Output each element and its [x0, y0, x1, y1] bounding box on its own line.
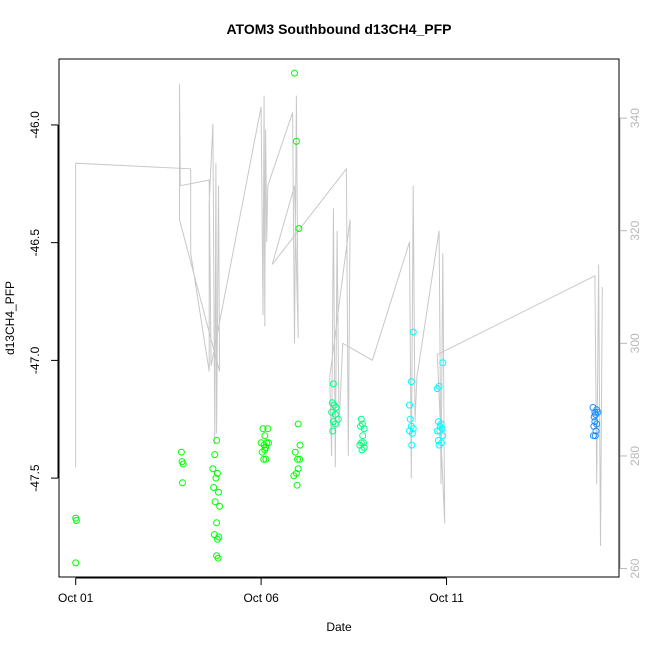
y2-axis: 260 280 300 320 340: [619, 108, 642, 579]
data-point: [409, 328, 417, 336]
data-point: [436, 422, 444, 430]
data-point: [294, 420, 302, 428]
data-point: [589, 404, 597, 411]
data-point: [292, 137, 300, 145]
data-point: [594, 408, 602, 416]
data-point: [329, 380, 337, 388]
data-point: [213, 436, 221, 444]
data-point: [357, 422, 364, 430]
data-point: [177, 448, 185, 456]
y2-tick-label: 320: [628, 220, 642, 240]
x-tick-label: Oct 06: [243, 591, 279, 605]
y-tick-label: -46.5: [28, 229, 42, 257]
data-point: [265, 439, 272, 447]
y2-tick-label: 260: [628, 558, 642, 578]
data-point: [216, 502, 224, 510]
data-point: [408, 441, 416, 449]
data-point: [357, 415, 365, 423]
data-point: [215, 533, 223, 541]
data-point: [332, 404, 340, 411]
data-point: [209, 465, 217, 473]
data-point: [359, 432, 367, 440]
data-point: [409, 425, 417, 433]
data-point: [296, 441, 304, 449]
data-point: [360, 439, 367, 447]
data-point: [592, 411, 600, 418]
data-point: [360, 425, 368, 433]
y2-tick-label: 300: [628, 333, 642, 353]
y-axis-label: d13CH4_PFP: [3, 281, 17, 355]
right-axis-series-layer: [75, 84, 603, 547]
data-point: [260, 455, 268, 463]
data-point: [179, 460, 187, 468]
data-point: [296, 455, 304, 463]
data-point: [264, 425, 272, 433]
data-point: [295, 225, 303, 232]
data-point: [212, 474, 220, 482]
data-point: [290, 472, 298, 480]
data-point: [213, 519, 221, 527]
data-point: [211, 451, 219, 459]
data-point: [213, 469, 221, 477]
data-point: [293, 481, 301, 489]
data-point: [433, 385, 441, 393]
data-point: [291, 69, 298, 77]
data-point: [329, 427, 337, 435]
data-point: [331, 420, 339, 428]
data-point: [72, 559, 80, 567]
data-point: [589, 432, 597, 440]
y-axis: -47.5 -47.0 -46.5 -46.0: [28, 111, 59, 492]
data-point: [179, 479, 186, 487]
data-point: [259, 425, 267, 433]
y-tick-label: -47.0: [28, 346, 42, 374]
data-point: [358, 420, 366, 428]
data-point: [435, 382, 443, 390]
y-tick-label: -47.5: [28, 464, 42, 492]
data-point: [358, 446, 366, 454]
data-point: [261, 446, 269, 454]
data-point: [408, 429, 416, 437]
data-point: [439, 359, 447, 367]
data-point: [261, 432, 269, 440]
data-point: [214, 554, 222, 562]
data-point: [328, 408, 336, 416]
data-point: [591, 432, 599, 440]
data-point: [262, 455, 270, 463]
data-point: [439, 432, 447, 440]
data-point: [294, 465, 302, 473]
x-axis: Oct 01 Oct 06 Oct 11: [58, 577, 464, 605]
data-point: [407, 378, 415, 386]
x-axis-label: Date: [326, 620, 352, 634]
chart-title: ATOM3 Southbound d13CH4_PFP: [226, 21, 451, 37]
y-tick-label: -46.0: [28, 111, 42, 139]
plot-frame: [58, 58, 620, 578]
data-point: [211, 498, 219, 506]
data-point: [360, 444, 368, 451]
data-point: [435, 441, 443, 449]
data-point: [215, 488, 222, 496]
y2-tick-label: 340: [628, 108, 642, 128]
data-point: [406, 415, 414, 423]
data-point: [210, 484, 218, 491]
x-tick-label: Oct 11: [429, 591, 464, 605]
data-point: [291, 448, 299, 456]
data-point: [437, 439, 445, 447]
data-point: [294, 455, 301, 463]
data-point: [406, 401, 413, 409]
x-tick-label: Oct 01: [58, 591, 94, 605]
data-point: [72, 517, 80, 524]
data-points-layer: [72, 69, 602, 567]
y2-tick-label: 280: [628, 446, 642, 466]
right-axis-series-line: [75, 84, 603, 547]
data-point: [328, 399, 336, 407]
